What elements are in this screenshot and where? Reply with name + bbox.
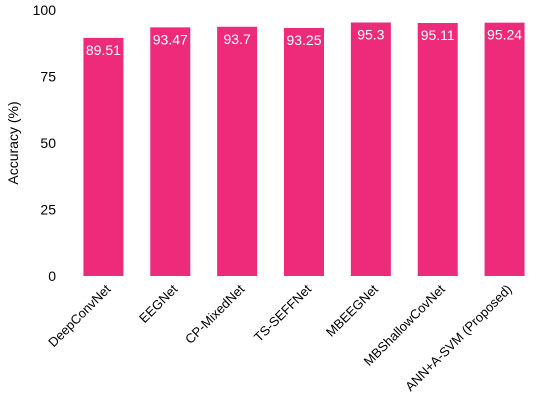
bar	[217, 26, 258, 277]
bar	[150, 27, 191, 277]
x-tick-label: CP-MixedNet	[182, 281, 248, 347]
bar	[417, 23, 458, 276]
bar	[484, 22, 525, 276]
y-tick-label: 0	[48, 268, 56, 284]
data-label: 93.47	[153, 31, 188, 47]
y-tick-label: 75	[40, 69, 56, 85]
bar	[284, 27, 324, 276]
bars	[83, 22, 525, 277]
x-tick-label: DeepConvNet	[45, 281, 114, 350]
x-tick-label: EEGNet	[136, 281, 181, 326]
y-axis-title: Accuracy (%)	[5, 101, 21, 184]
data-labels: 89.51 93.47 93.7 93.25 95.3 95.11 95.24	[86, 27, 522, 58]
data-label: 93.25	[286, 32, 321, 48]
data-label: 89.51	[86, 42, 121, 58]
data-label: 93.7	[224, 31, 251, 47]
y-axis-ticks: 0 25 50 75 100	[33, 2, 57, 284]
data-label: 95.24	[487, 27, 522, 43]
y-tick-label: 25	[40, 202, 56, 218]
data-label: 95.11	[421, 27, 455, 43]
x-tick-label: MBEEGNet	[323, 281, 381, 339]
x-axis-ticks: DeepConvNet EEGNet CP-MixedNet TS-SEFFNet MB…	[45, 281, 514, 394]
bar	[83, 37, 124, 277]
data-label: 95.3	[357, 27, 384, 43]
bar	[350, 22, 391, 277]
y-tick-label: 50	[40, 135, 56, 151]
x-tick-label: TS-SEFFNet	[251, 281, 314, 344]
y-tick-label: 100	[33, 2, 57, 18]
